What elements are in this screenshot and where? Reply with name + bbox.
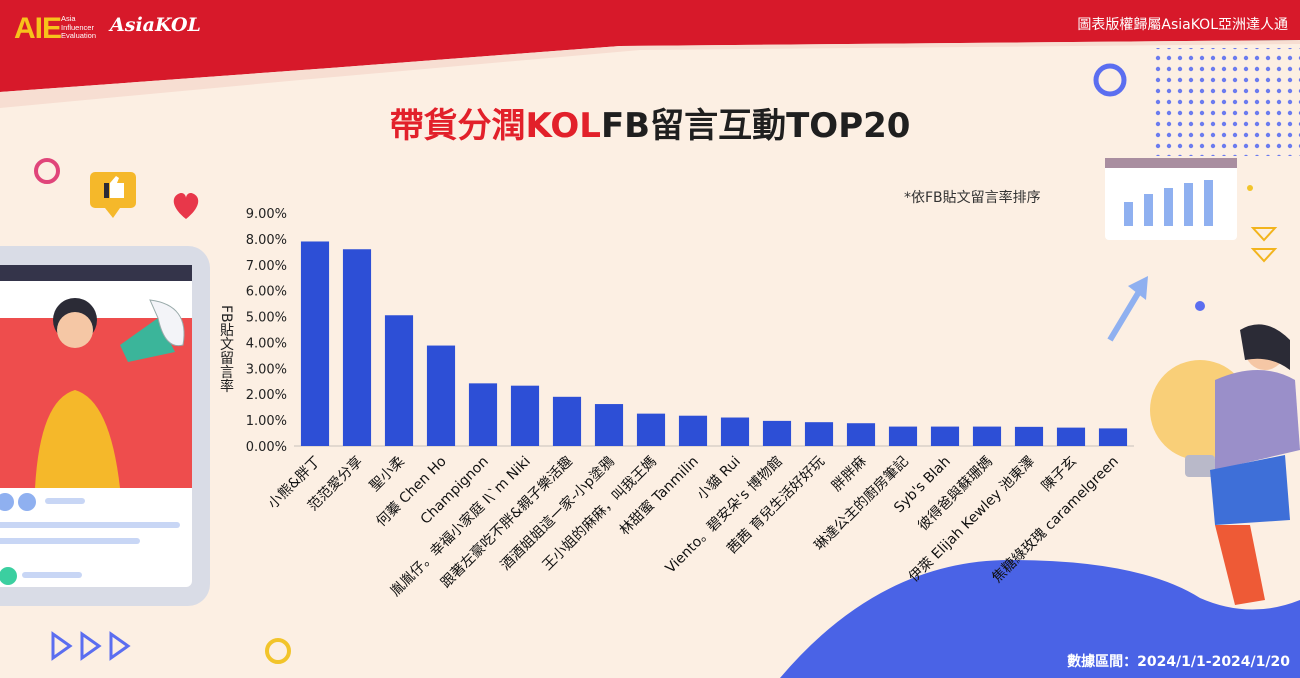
bar: [720, 417, 750, 446]
bar: [510, 385, 540, 446]
y-tick-label: 3.00%: [246, 362, 287, 377]
y-tick-label: 5.00%: [246, 311, 287, 326]
thumbs-up-icon: [90, 172, 136, 218]
arrow-up-icon: [1107, 276, 1148, 342]
aie-logo-subtitle: Asia Influencer Evaluation: [61, 14, 97, 40]
chevron-decoration: [51, 631, 131, 661]
bar: [1014, 426, 1044, 446]
triangle-decoration: [1250, 227, 1278, 242]
header-red-band: [0, 0, 1300, 92]
title-part-dark: FB留言互動TOP20: [600, 106, 911, 146]
bar: [426, 345, 456, 446]
sort-note: *依FB貼文留言率排序: [904, 190, 1041, 206]
title-part-red: 帶貨分潤KOL: [389, 106, 601, 146]
bar: [594, 404, 624, 446]
copyright-text: 圖表版權歸屬AsiaKOL亞洲達人通: [1077, 17, 1288, 33]
y-tick-label: 8.00%: [246, 233, 287, 248]
bar: [930, 426, 960, 446]
aie-logo: AIE: [14, 12, 62, 45]
y-tick-label: 9.00%: [246, 207, 287, 222]
bar: [384, 315, 414, 446]
header-white-band: [0, 40, 1300, 108]
pink-ring: [34, 158, 60, 184]
phone-illustration: [0, 246, 210, 606]
bar: [888, 426, 918, 446]
y-tick-label: 2.00%: [246, 388, 287, 403]
bar: [762, 420, 792, 446]
bar: [846, 423, 876, 446]
yellow-dot: [1247, 185, 1253, 191]
y-tick-label: 6.00%: [246, 285, 287, 300]
x-tick-label: 林甜蜜 Tanmilin: [617, 454, 702, 539]
data-range-text: 數據區間：2024/1/1-2024/1/20: [1067, 654, 1290, 670]
bar: [678, 415, 708, 446]
bar: [552, 396, 582, 446]
triangle-decoration: [1250, 248, 1278, 263]
y-tick-label: 0.00%: [246, 440, 287, 455]
bar: [1056, 427, 1086, 446]
bar: [804, 422, 834, 446]
bar: [636, 413, 666, 446]
y-tick-label: 1.00%: [246, 414, 287, 429]
mini-chart-illustration: [1105, 158, 1237, 240]
y-tick-label: 4.00%: [246, 336, 287, 351]
asiakol-logo: AsiaKOL: [110, 14, 201, 36]
yellow-ring: [265, 638, 291, 664]
x-tick-label: 彼得爸與蘇珊媽: [915, 453, 996, 534]
lightbulb-illustration: [1150, 324, 1300, 605]
bottom-wave: [780, 560, 1300, 678]
y-axis-label: FB貼文留言率: [218, 305, 234, 393]
y-tick-label: 7.00%: [246, 259, 287, 274]
x-tick-label: 胖胖麻: [829, 454, 870, 495]
bar: [1098, 428, 1128, 446]
page-title: 帶貨分潤KOLFB留言互動TOP20: [0, 98, 1300, 147]
x-tick-label: 聖小柔: [367, 454, 408, 495]
blue-dot: [1195, 301, 1205, 311]
blue-ring: [1093, 63, 1127, 97]
bar: [468, 383, 498, 446]
dot-pattern: [1150, 48, 1300, 156]
heart-icon: [173, 192, 199, 219]
bar: [342, 249, 372, 446]
bar: [300, 241, 330, 446]
bar: [972, 426, 1002, 446]
x-tick-label: 陳子玄: [1038, 453, 1080, 495]
